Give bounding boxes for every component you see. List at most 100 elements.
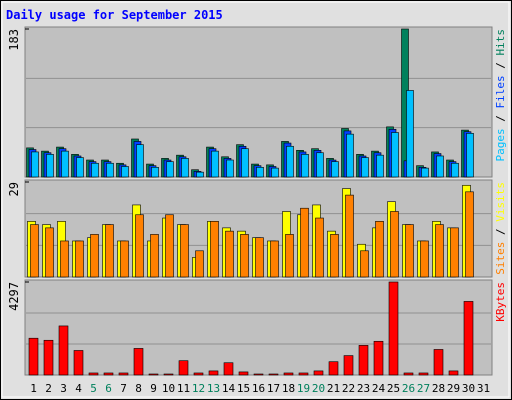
bar [135, 214, 144, 278]
x-tick-label: 12 [192, 382, 205, 395]
bar [405, 224, 414, 278]
bar [223, 362, 234, 376]
x-tick-label: 11 [177, 382, 190, 395]
legend: Sites / Visits [494, 182, 507, 275]
bar [435, 224, 444, 278]
bar [103, 372, 114, 376]
x-tick-label: 25 [387, 382, 400, 395]
x-tick-label: 7 [120, 382, 127, 395]
bar [45, 227, 54, 278]
bar [373, 340, 384, 376]
x-tick-label: 29 [447, 382, 460, 395]
x-tick-label: 5 [90, 382, 97, 395]
bar [28, 337, 39, 376]
bar [195, 250, 204, 278]
bar [91, 162, 99, 178]
bar [118, 372, 129, 376]
bar [346, 133, 354, 178]
x-tick-label: 21 [327, 382, 340, 395]
bar [330, 234, 339, 278]
legend-entry: Hits [494, 29, 507, 56]
x-tick-label: 31 [477, 382, 490, 395]
bar [390, 211, 399, 278]
x-tick-label: 24 [372, 382, 386, 395]
bar [148, 373, 159, 376]
x-tick-label: 20 [312, 382, 325, 395]
bar [225, 230, 234, 278]
legend-entry: Sites [494, 242, 507, 275]
bar [43, 339, 54, 376]
bar [120, 240, 129, 278]
bar [420, 240, 429, 278]
bar [315, 217, 324, 278]
bar [76, 157, 84, 178]
legend-separator: / [494, 222, 507, 242]
bar [300, 207, 309, 278]
bar [90, 234, 99, 278]
bar [375, 221, 384, 278]
bar [343, 355, 354, 376]
x-tick-label: 8 [135, 382, 142, 395]
plot-area [24, 279, 493, 376]
x-tick-label: 17 [267, 382, 280, 395]
bar [270, 240, 279, 278]
bar [150, 234, 159, 278]
bar [271, 167, 279, 178]
x-tick-label: 23 [357, 382, 370, 395]
x-tick-label: 3 [60, 382, 67, 395]
bar [210, 221, 219, 278]
bar [253, 373, 264, 376]
x-tick-label: 10 [162, 382, 175, 395]
bar [208, 370, 219, 376]
bar [238, 371, 249, 376]
bar [361, 157, 369, 178]
x-tick-label: 2 [45, 382, 52, 395]
bar [403, 372, 414, 376]
x-tick-label: 30 [462, 382, 475, 395]
plot-area [24, 26, 493, 178]
bar [241, 148, 249, 178]
bar [133, 348, 144, 376]
bar [268, 373, 279, 376]
legend-separator: / [494, 56, 507, 76]
x-tick-label: 9 [150, 382, 157, 395]
x-tick-label: 4 [75, 382, 82, 395]
bar [345, 194, 354, 278]
x-tick-label: 27 [417, 382, 430, 395]
legend: Pages / Files / Hits [494, 29, 507, 162]
legend-entry: Pages [494, 128, 507, 161]
bar [316, 152, 324, 178]
x-tick-label: 22 [342, 382, 355, 395]
bar [75, 240, 84, 278]
chart-title: Daily usage for September 2015 [6, 8, 223, 22]
x-tick-label: 28 [432, 382, 445, 395]
bar [121, 166, 129, 178]
legend-entry: KBytes [494, 282, 507, 322]
legend-separator: / [494, 109, 507, 129]
legend-entry: Files [494, 75, 507, 108]
y-tick-label: 4297 [7, 282, 21, 311]
x-tick-label: 14 [222, 382, 236, 395]
bar [136, 144, 144, 178]
bar [58, 325, 69, 376]
bar [360, 250, 369, 278]
bar [283, 372, 294, 376]
bar [163, 373, 174, 376]
bar [46, 154, 54, 178]
x-tick-label: 26 [402, 382, 415, 395]
bar [180, 224, 189, 278]
y-tick-label: 29 [7, 182, 21, 196]
bar [376, 154, 384, 178]
bar [73, 350, 84, 376]
bar [448, 370, 459, 376]
bar [61, 150, 69, 178]
x-tick-label: 15 [237, 382, 250, 395]
bar [151, 166, 159, 178]
bar [105, 224, 114, 278]
bar [421, 167, 429, 178]
bar [211, 150, 219, 178]
bar [301, 154, 309, 178]
bar [391, 132, 399, 178]
bar [406, 90, 414, 178]
